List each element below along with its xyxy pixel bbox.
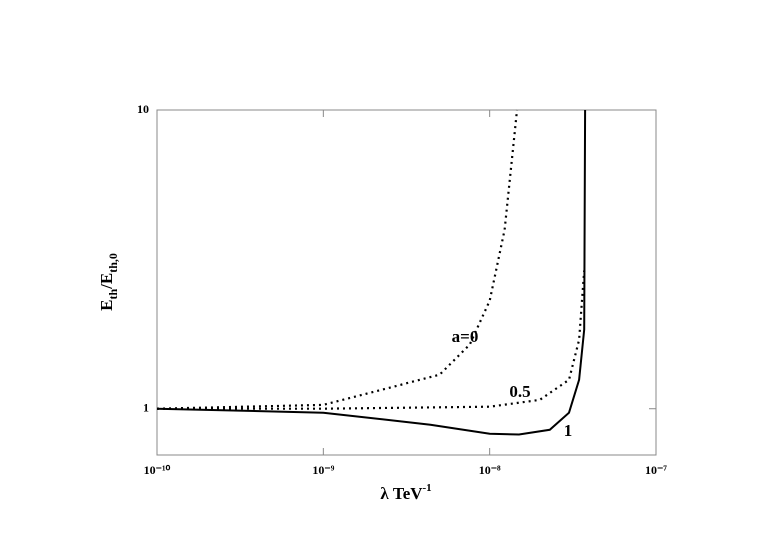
x-axis-label: λ TeV-1 xyxy=(380,482,431,503)
x-label-sup: -1 xyxy=(423,482,432,494)
y-tick-label: 10 xyxy=(137,102,149,116)
series-label: a=0 xyxy=(452,327,479,346)
series-label: 0.5 xyxy=(509,382,530,401)
y-label-sub: th xyxy=(106,289,120,300)
series-line xyxy=(156,109,587,436)
plot-frame xyxy=(156,109,657,456)
y-label-part: E xyxy=(97,300,116,311)
x-label-base: λ TeV xyxy=(380,484,423,503)
x-tick-label: 10⁻⁹ xyxy=(312,463,334,477)
x-tick-label: 10⁻¹⁰ xyxy=(144,463,171,477)
series-label: 1 xyxy=(564,421,573,440)
x-tick-label: 10⁻⁷ xyxy=(645,463,667,477)
y-label-sub: th,0 xyxy=(106,253,120,273)
y-label-part: /E xyxy=(97,273,116,290)
y-tick-label: 1 xyxy=(143,400,149,414)
series-line xyxy=(156,109,519,410)
x-tick-label: 10⁻⁸ xyxy=(479,463,501,477)
y-axis-label: Eth/Eth,0 xyxy=(97,253,120,311)
